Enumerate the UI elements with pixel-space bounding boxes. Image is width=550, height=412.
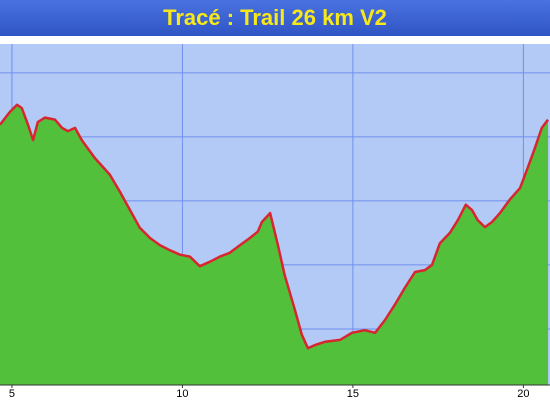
x-tick-label: 15 bbox=[347, 388, 359, 400]
line bbox=[0, 103, 550, 350]
title-bar: Tracé : Trail 26 km V2 bbox=[0, 0, 550, 36]
x-tick-label: 20 bbox=[517, 388, 529, 400]
area bbox=[0, 104, 548, 386]
x-tick-label: 10 bbox=[176, 388, 188, 400]
chart-title: Tracé : Trail 26 km V2 bbox=[163, 5, 387, 30]
x-tick-label: 5 bbox=[9, 388, 15, 400]
